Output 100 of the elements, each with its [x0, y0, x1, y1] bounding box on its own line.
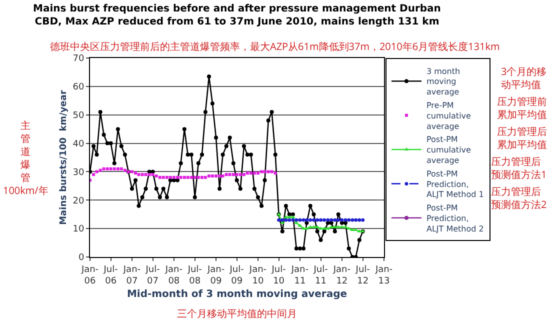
chart-title: Mains burst frequencies before and after pressure management Durban CBD, Max AZP reduced from 61 to 37m June 2010, mains length 131 km	[33, 3, 441, 28]
y-tick-label: 40	[72, 139, 84, 150]
text: 压力管理后累加平均值	[497, 124, 547, 151]
point	[92, 173, 96, 176]
point	[294, 218, 298, 222]
x-tick-label: Jul- 06	[102, 264, 118, 286]
point	[350, 218, 354, 222]
point	[249, 172, 252, 175]
y-tick-label: 10	[72, 224, 84, 235]
point	[304, 218, 308, 222]
text: 三个月移动平均值的中间月	[177, 306, 297, 320]
point	[228, 173, 232, 176]
y-tick-label: 20	[72, 196, 84, 206]
x-tick-label: Jan- 06	[80, 264, 99, 286]
point	[284, 218, 288, 222]
point	[116, 167, 120, 170]
point	[95, 170, 98, 174]
point	[361, 218, 365, 222]
point	[242, 173, 246, 176]
legend-label: Post-PM cumulative average	[426, 135, 472, 166]
point	[291, 218, 295, 222]
point	[347, 218, 351, 222]
point	[326, 226, 330, 230]
x-tick-label: Jan- 10	[248, 264, 267, 286]
text: 主管道爆管 100km/年	[3, 118, 48, 197]
point	[277, 218, 281, 222]
x-tick-label: Jan- 07	[122, 264, 141, 286]
point	[260, 170, 264, 174]
point	[148, 173, 151, 176]
point	[340, 218, 344, 222]
point	[151, 173, 154, 176]
point	[308, 218, 312, 222]
point	[358, 218, 362, 222]
point	[330, 218, 334, 222]
x-tick-label: Jul- 10	[270, 264, 286, 286]
point	[137, 173, 140, 176]
point	[134, 172, 138, 175]
point	[165, 176, 168, 179]
point	[288, 218, 292, 222]
point	[144, 173, 148, 176]
x-tick-label: Jan- 08	[164, 264, 182, 286]
point	[200, 176, 204, 179]
y-tick-label: 70	[72, 54, 84, 64]
point	[123, 168, 126, 172]
point	[196, 176, 200, 179]
point	[246, 172, 249, 175]
legend-label: 3 month moving average	[426, 66, 460, 97]
point	[186, 176, 190, 179]
text: 压力管理后预测值方法2	[491, 184, 547, 211]
text: 压力管理前累加平均值	[497, 94, 547, 121]
point	[179, 176, 182, 179]
point	[316, 218, 320, 222]
point	[182, 176, 186, 179]
point	[322, 218, 326, 222]
x-tick-label: Jul- 09	[228, 264, 244, 286]
point	[210, 174, 214, 178]
point	[140, 173, 144, 176]
point	[106, 167, 109, 170]
chart-subtitle: 德班中央区压力管理前后的主管道爆管频率，最大AZP从61m降低到37m，2010年6月管线长度131km	[50, 39, 500, 53]
legend-label: Post-PM Prediction, ALJT Method 1	[426, 169, 484, 200]
point	[120, 167, 123, 170]
point	[172, 176, 176, 179]
point	[280, 218, 284, 222]
point	[102, 167, 106, 170]
text: 压力管理后预测值方法1	[491, 154, 547, 181]
point	[224, 173, 228, 176]
x-tick-label: Jul- 11	[312, 264, 328, 286]
point	[235, 173, 238, 176]
point	[238, 173, 242, 176]
point	[274, 172, 277, 175]
point	[266, 170, 270, 174]
y-tick-label: 60	[72, 82, 84, 93]
legend-label: Pre-PM cumulative average	[426, 101, 472, 131]
y-axis-title: Mains bursts/100 km/year	[59, 90, 70, 225]
point	[112, 167, 116, 170]
point	[218, 174, 222, 178]
x-tick-label: Jan- 11	[290, 264, 309, 286]
point	[344, 218, 348, 222]
point	[208, 174, 210, 178]
y-tick-label: 0	[78, 253, 84, 264]
x-axis-title: Mid-month of 3 month moving average	[126, 289, 348, 300]
point	[256, 172, 260, 175]
text: 3个月的移动平均值	[501, 64, 547, 91]
point	[193, 176, 196, 179]
x-tick-label: Jul- 08	[186, 264, 202, 286]
point	[176, 176, 179, 179]
point	[333, 218, 337, 222]
point	[302, 218, 306, 222]
x-tick-label: Jan- 09	[206, 264, 225, 286]
x-tick-label: Jan- 13	[374, 264, 393, 286]
x-tick-label: Jan- 12	[332, 264, 350, 286]
point	[270, 170, 274, 174]
point	[221, 174, 224, 178]
point	[312, 218, 316, 222]
point	[130, 170, 134, 174]
legend-label: Post-PM Prediction, ALJT Method 2	[426, 204, 484, 234]
point	[158, 176, 162, 179]
point	[154, 174, 158, 178]
x-tick-label: Jul- 07	[144, 264, 160, 286]
point	[214, 174, 218, 178]
